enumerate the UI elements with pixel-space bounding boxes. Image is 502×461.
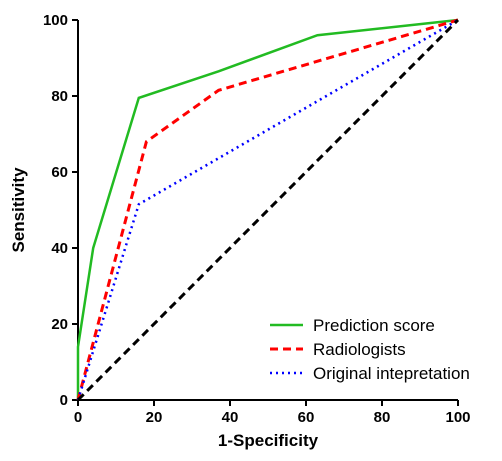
x-tick-label: 20 (146, 409, 163, 426)
legend: Prediction score Radiologists Original int… (270, 316, 470, 383)
y-tick-label: 60 (51, 164, 68, 181)
series-line-radiologists (76, 18, 459, 401)
x-tick-label: 40 (222, 409, 239, 426)
y-tick-label: 40 (51, 240, 68, 257)
x-tick-label: 60 (298, 409, 315, 426)
legend-label-radiologists: Radiologists (313, 340, 406, 359)
legend-label-original-intepretation: Original intepretation (313, 364, 470, 383)
y-axis-title: Sensitivity (9, 167, 28, 253)
legend-label-prediction-score: Prediction score (313, 316, 435, 335)
series-line-original-intepretation (76, 18, 459, 401)
x-axis-title: 1-Specificity (218, 431, 319, 450)
x-tick-label: 100 (445, 409, 470, 426)
x-tick-label: 80 (374, 409, 391, 426)
axes: 0 20 40 60 80 100 0 20 40 60 80 100 (43, 12, 471, 426)
y-tick-label: 20 (51, 316, 68, 333)
x-tick-label: 0 (74, 409, 82, 426)
series-line-prediction-score (76, 18, 459, 400)
series-layer (76, 18, 460, 402)
y-tick-label: 80 (51, 88, 68, 105)
y-tick-label: 100 (43, 12, 68, 29)
y-tick-label: 0 (60, 392, 68, 409)
reference-diagonal-line (76, 18, 460, 402)
